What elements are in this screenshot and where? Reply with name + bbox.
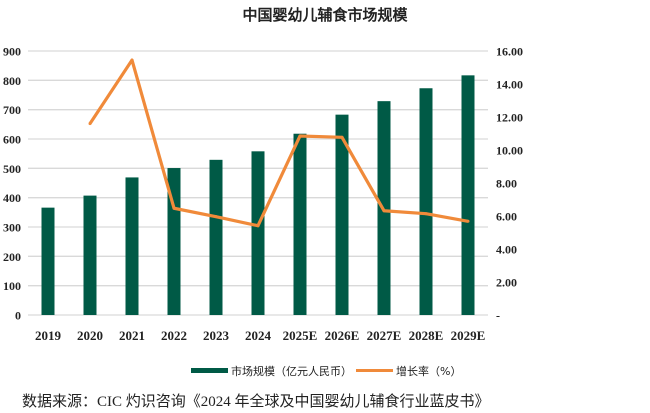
y-tick-label: 600: [3, 133, 21, 147]
bar-2020: [83, 195, 97, 315]
legend-swatch-market-size: [191, 368, 228, 373]
legend-label-market-size: 市场规模（亿元人民币）: [231, 364, 352, 378]
y2-tick-label: 14.00: [496, 78, 523, 92]
legend-label-growth-rate: 增长率（%）: [396, 364, 461, 378]
growth-point-2025E: [298, 134, 302, 138]
y-tick-label: 400: [3, 191, 21, 205]
x-tick-label: 2024: [245, 328, 272, 343]
legend-swatch-growth-rate: [356, 369, 393, 372]
x-tick-label: 2025E: [283, 328, 318, 343]
legend: 市场规模（亿元人民币） 增长率（%）: [191, 364, 461, 378]
bar-2021: [125, 177, 139, 315]
x-tick-label: 2023: [203, 328, 230, 343]
bar-2026E: [335, 114, 349, 315]
y-tick-label: 0: [15, 309, 21, 323]
y2-tick-label: 16.00: [496, 45, 523, 59]
y2-tick-label: 6.00: [496, 210, 517, 224]
growth-point-2021: [130, 58, 134, 62]
growth-point-2023: [214, 215, 218, 219]
y2-tick-label: -: [496, 309, 500, 323]
y2-tick-label: 10.00: [496, 144, 523, 158]
growth-point-2028E: [424, 212, 428, 216]
x-tick-label: 2029E: [451, 328, 486, 343]
y-tick-label: 100: [3, 279, 21, 293]
y-tick-label: 700: [3, 103, 21, 117]
growth-rate-line: [88, 58, 469, 228]
bar-2022: [167, 168, 181, 315]
y-tick-label: 500: [3, 162, 21, 176]
x-tick-label: 2019: [35, 328, 62, 343]
bar-2028E: [419, 88, 433, 316]
y-tick-label: 800: [3, 74, 21, 88]
growth-point-2029E: [466, 219, 470, 223]
x-tick-label: 2027E: [367, 328, 402, 343]
bar-2023: [209, 159, 223, 315]
source-note: 数据来源：CIC 灼识咨询《2024 年全球及中国婴幼儿辅食行业蓝皮书》: [22, 392, 490, 410]
bar-2024: [251, 151, 265, 315]
x-tick-label: 2028E: [409, 328, 444, 343]
growth-point-2020: [88, 122, 92, 126]
growth-point-2027E: [382, 209, 386, 213]
x-tick-label: 2026E: [325, 328, 360, 343]
y2-tick-label: 2.00: [496, 276, 517, 290]
bar-2025E: [293, 133, 307, 315]
y2-tick-label: 12.00: [496, 111, 523, 125]
y2-tick-label: 4.00: [496, 243, 517, 257]
chart-title: 中国婴幼儿辅食市场规模: [242, 6, 408, 24]
x-tick-label: 2022: [161, 328, 187, 343]
x-tick-label: 2020: [77, 328, 103, 343]
x-tick-label: 2021: [119, 328, 145, 343]
bar-2029E: [461, 75, 475, 315]
bar-2019: [41, 207, 55, 315]
growth-point-2026E: [340, 135, 344, 139]
y-tick-label: 900: [3, 45, 21, 59]
y2-tick-label: 8.00: [496, 177, 517, 191]
growth-point-2024: [256, 224, 260, 228]
y-tick-label: 300: [3, 221, 21, 235]
y-tick-label: 200: [3, 250, 21, 264]
growth-point-2022: [172, 206, 176, 210]
